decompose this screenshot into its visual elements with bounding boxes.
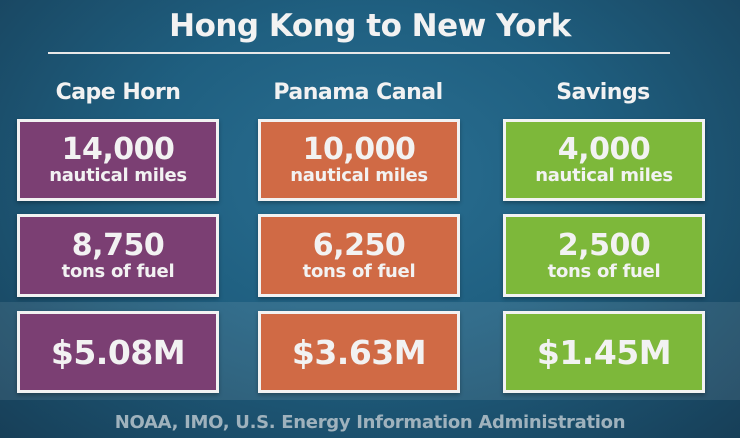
distance-unit: nautical miles [290, 165, 428, 186]
title-divider [48, 52, 670, 54]
distance-value: 4,000 [557, 132, 651, 167]
cost-value: $5.08M [50, 332, 186, 372]
distance-value: 10,000 [302, 132, 416, 167]
panama-cost-box: $3.63M [258, 311, 460, 393]
distance-value: 14,000 [61, 132, 175, 167]
fuel-value: 6,250 [312, 227, 406, 263]
fuel-unit: tons of fuel [61, 260, 175, 282]
cape-horn-distance-box: 14,000 nautical miles [17, 119, 219, 201]
fuel-unit: tons of fuel [547, 260, 661, 282]
savings-distance-box: 4,000 nautical miles [503, 119, 705, 201]
panama-fuel-box: 6,250 tons of fuel [258, 214, 460, 297]
distance-unit: nautical miles [49, 165, 187, 186]
cost-value: $1.45M [536, 332, 672, 372]
header-cape-horn: Cape Horn [55, 80, 181, 105]
cape-horn-cost-box: $5.08M [17, 311, 219, 393]
page-title: Hong Kong to New York [169, 8, 571, 44]
header-panama-canal: Panama Canal [273, 80, 443, 105]
fuel-value: 2,500 [557, 227, 651, 263]
fuel-value: 8,750 [71, 227, 165, 263]
savings-fuel-box: 2,500 tons of fuel [503, 214, 705, 297]
panama-distance-box: 10,000 nautical miles [258, 119, 460, 201]
distance-unit: nautical miles [535, 165, 673, 186]
cost-value: $3.63M [291, 332, 427, 372]
cape-horn-fuel-box: 8,750 tons of fuel [17, 214, 219, 297]
savings-cost-box: $1.45M [503, 311, 705, 393]
fuel-unit: tons of fuel [302, 260, 416, 282]
header-savings: Savings [556, 80, 650, 105]
source-caption: NOAA, IMO, U.S. Energy Information Admin… [114, 412, 626, 433]
